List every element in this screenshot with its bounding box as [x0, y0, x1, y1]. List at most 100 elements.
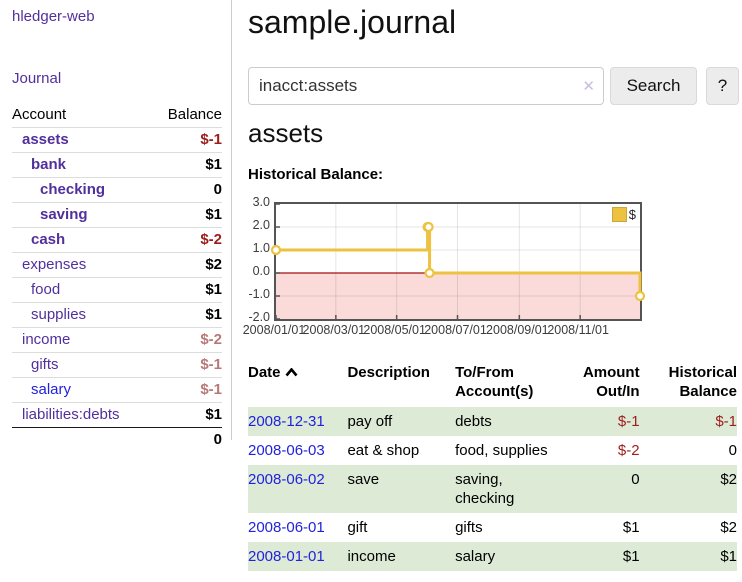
transaction-balance: $2 [720, 471, 737, 488]
account-balance: $2 [205, 256, 222, 273]
account-balance: $1 [205, 306, 222, 323]
y-axis-tick-label: -2.0 [248, 310, 270, 324]
register-row: 2008-12-31 pay off debts $-1 $-1 [248, 407, 737, 436]
account-balance: $1 [205, 406, 222, 423]
x-axis-tick-label: 2008/11/01 [547, 323, 609, 337]
transaction-date-link[interactable]: 2008-06-03 [248, 442, 325, 459]
transaction-description: save [347, 471, 380, 488]
transaction-description: eat & shop [347, 442, 420, 459]
account-balance: $-1 [200, 381, 222, 398]
account-balance: $-1 [200, 356, 222, 373]
account-row: checking 0 [12, 177, 222, 202]
main-content: sample.journal ✕ Search ? assets Histori… [232, 0, 742, 582]
transaction-accounts: gifts [455, 519, 483, 536]
account-link[interactable]: income [22, 331, 71, 348]
account-balance: $-2 [200, 331, 222, 348]
y-axis-tick-label: 3.0 [252, 195, 270, 209]
transaction-description: pay off [347, 413, 393, 430]
x-axis-tick-label: 2008/03/01 [302, 323, 366, 337]
register-row: 2008-01-01 income salary $1 $1 [248, 542, 737, 571]
account-heading: assets [248, 118, 324, 148]
transaction-description: income [347, 548, 396, 565]
clear-search-icon[interactable]: ✕ [582, 78, 595, 95]
account-link[interactable]: food [31, 281, 61, 298]
x-axis-tick-label: 2008/09/01 [486, 323, 549, 337]
accounts-rows: assets $-1 bank $1 checking 0 saving $1 cash $-2 e… [12, 127, 222, 427]
y-axis-tick-label: 0.0 [252, 264, 270, 278]
account-balance: $1 [205, 206, 222, 223]
transaction-date-link[interactable]: 2008-06-01 [248, 519, 325, 536]
account-column-header: Account [12, 106, 67, 123]
register-table: Date Description To/From Account(s) Amount … [248, 360, 737, 571]
account-link[interactable]: saving [40, 206, 88, 223]
chart-canvas [270, 203, 646, 320]
account-row: bank $1 [12, 152, 222, 177]
transaction-accounts: saving, checking [455, 471, 515, 507]
account-row: saving $1 [12, 202, 222, 227]
search-form: ✕ Search ? [248, 67, 742, 105]
x-axis-tick-label: 2008/07/01 [424, 323, 487, 337]
account-row: gifts $-1 [12, 352, 222, 377]
account-link[interactable]: expenses [22, 256, 87, 273]
accounts-table-header: Account Balance [12, 102, 222, 127]
register-column-header-to-from-account-s-[interactable]: To/From Account(s) [455, 364, 534, 400]
accounts-total-row: 0 [12, 427, 222, 452]
legend-swatch-icon [611, 207, 627, 222]
transaction-accounts: food, supplies [455, 442, 548, 459]
sidebar: hledger-web Journal Account Balance asse… [0, 0, 232, 448]
transaction-balance: $2 [720, 519, 737, 536]
transaction-date-link[interactable]: 2008-06-02 [248, 471, 325, 488]
historical-balance-chart: 3.0 2.0 1.0 0.0 -1.0 -2.0 2008/01/01 2008/03/01… [243, 194, 742, 344]
register-header-row: Date Description To/From Account(s) Amount … [248, 360, 737, 407]
transaction-date-link[interactable]: 2008-12-31 [248, 413, 325, 430]
register-row: 2008-06-03 eat & shop food, supplies $-2 0 [248, 436, 737, 465]
transaction-amount: $1 [622, 519, 640, 536]
transaction-balance: $-1 [715, 413, 737, 430]
sidebar-item-journal[interactable]: Journal [12, 70, 62, 87]
account-row: salary $-1 [12, 377, 222, 402]
transaction-date-link[interactable]: 2008-01-01 [248, 548, 325, 565]
transaction-amount: 0 [631, 471, 640, 488]
balance-column-header: Balance [167, 106, 222, 123]
sort-ascending-icon [285, 368, 298, 377]
accounts-table: Account Balance assets $-1 bank $1 checking 0… [12, 102, 222, 452]
account-balance: $1 [205, 281, 222, 298]
x-axis-tick-label: 2008/05/01 [363, 323, 426, 337]
brand-link[interactable]: hledger-web [12, 8, 95, 25]
account-row: liabilities:debts $1 [12, 402, 222, 427]
account-link[interactable]: gifts [31, 356, 59, 373]
register-column-header-description[interactable]: Description [347, 364, 430, 381]
account-link[interactable]: cash [31, 231, 66, 248]
account-link[interactable]: liabilities:debts [22, 406, 120, 423]
chart-title: Historical Balance: [248, 166, 384, 183]
search-input[interactable] [248, 67, 604, 105]
account-balance: $1 [205, 156, 222, 173]
chart-plot-area: $ [270, 202, 646, 321]
register-row: 2008-06-01 gift gifts $1 $2 [248, 513, 737, 542]
account-row: supplies $1 [12, 302, 222, 327]
register-column-header-date[interactable]: Date [248, 360, 347, 407]
account-link[interactable]: salary [31, 381, 72, 398]
account-link[interactable]: checking [40, 181, 106, 198]
account-link[interactable]: supplies [31, 306, 87, 323]
legend-label: $ [628, 207, 636, 222]
account-link[interactable]: assets [22, 131, 69, 148]
page-title: sample.journal [248, 4, 457, 40]
transaction-amount: $1 [622, 548, 640, 565]
help-button[interactable]: ? [706, 67, 739, 105]
account-row: cash $-2 [12, 227, 222, 252]
transaction-amount: $-2 [617, 442, 640, 459]
transaction-accounts: debts [455, 413, 492, 430]
transaction-description: gift [347, 519, 368, 536]
search-box: ✕ [248, 67, 604, 105]
register-column-header-amount-out-in[interactable]: Amount Out/In [582, 364, 640, 400]
account-link[interactable]: bank [31, 156, 67, 173]
transaction-accounts: salary [455, 548, 496, 565]
transaction-balance: $1 [720, 548, 737, 565]
y-axis-tick-label: 1.0 [252, 241, 270, 255]
account-balance: $-2 [200, 231, 222, 248]
register-column-header-historical-balance[interactable]: Historical Balance [668, 364, 737, 400]
search-button[interactable]: Search [610, 67, 697, 105]
y-axis-tick-label: 2.0 [252, 218, 270, 232]
